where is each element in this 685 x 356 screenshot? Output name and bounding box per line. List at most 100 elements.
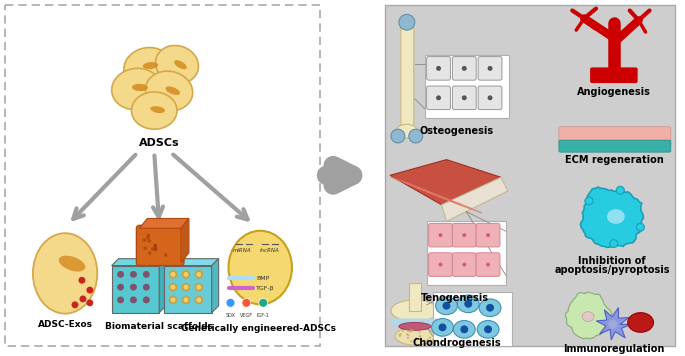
- Polygon shape: [139, 219, 189, 228]
- Ellipse shape: [460, 325, 469, 333]
- FancyBboxPatch shape: [429, 253, 452, 276]
- FancyBboxPatch shape: [401, 21, 414, 133]
- Ellipse shape: [171, 285, 175, 289]
- Ellipse shape: [409, 129, 423, 143]
- Ellipse shape: [582, 312, 594, 321]
- Ellipse shape: [636, 223, 645, 231]
- Ellipse shape: [401, 330, 404, 332]
- Text: TGF-β: TGF-β: [256, 286, 275, 290]
- Ellipse shape: [608, 320, 617, 329]
- Ellipse shape: [86, 299, 93, 306]
- FancyBboxPatch shape: [559, 127, 671, 145]
- Polygon shape: [442, 177, 508, 221]
- Ellipse shape: [486, 304, 494, 312]
- Ellipse shape: [429, 336, 431, 339]
- Polygon shape: [597, 308, 631, 340]
- Ellipse shape: [438, 263, 443, 267]
- Ellipse shape: [130, 271, 137, 278]
- Ellipse shape: [436, 95, 441, 100]
- Ellipse shape: [443, 302, 451, 310]
- Ellipse shape: [419, 335, 421, 337]
- Ellipse shape: [415, 338, 417, 340]
- Ellipse shape: [166, 87, 180, 95]
- Ellipse shape: [153, 244, 158, 247]
- Text: Osteogenesis: Osteogenesis: [419, 126, 493, 136]
- FancyBboxPatch shape: [476, 253, 500, 276]
- Ellipse shape: [407, 334, 410, 336]
- Ellipse shape: [486, 263, 490, 267]
- Polygon shape: [565, 292, 613, 339]
- Ellipse shape: [153, 248, 158, 251]
- FancyBboxPatch shape: [427, 221, 506, 285]
- Polygon shape: [164, 266, 212, 313]
- Ellipse shape: [143, 284, 150, 290]
- Text: Immunoregulation: Immunoregulation: [563, 344, 664, 354]
- Text: Chondrogenesis: Chondrogenesis: [412, 338, 501, 348]
- Ellipse shape: [607, 209, 625, 224]
- Text: Biomaterial scaffolds: Biomaterial scaffolds: [105, 323, 213, 331]
- Ellipse shape: [462, 66, 466, 71]
- Polygon shape: [112, 259, 166, 266]
- FancyBboxPatch shape: [452, 86, 476, 110]
- Ellipse shape: [197, 285, 201, 289]
- Ellipse shape: [477, 320, 499, 338]
- Ellipse shape: [458, 295, 479, 313]
- Ellipse shape: [486, 233, 490, 237]
- Ellipse shape: [182, 283, 190, 292]
- Ellipse shape: [391, 300, 438, 321]
- Ellipse shape: [229, 231, 292, 304]
- Polygon shape: [112, 266, 159, 313]
- Ellipse shape: [132, 84, 148, 91]
- Polygon shape: [212, 259, 219, 313]
- Ellipse shape: [484, 325, 492, 333]
- Ellipse shape: [399, 323, 431, 330]
- FancyBboxPatch shape: [590, 67, 638, 83]
- Ellipse shape: [396, 124, 418, 138]
- Ellipse shape: [142, 62, 158, 69]
- Ellipse shape: [242, 298, 251, 307]
- Ellipse shape: [117, 297, 124, 303]
- Text: ECM regeneration: ECM regeneration: [566, 155, 664, 165]
- Ellipse shape: [147, 234, 150, 237]
- Polygon shape: [390, 159, 501, 205]
- Ellipse shape: [182, 295, 190, 304]
- Ellipse shape: [395, 328, 434, 345]
- Ellipse shape: [426, 340, 428, 342]
- Ellipse shape: [145, 71, 192, 111]
- Ellipse shape: [130, 284, 137, 290]
- Ellipse shape: [419, 335, 421, 337]
- Ellipse shape: [117, 271, 124, 278]
- Ellipse shape: [412, 330, 414, 331]
- FancyBboxPatch shape: [478, 57, 502, 80]
- Text: BMP: BMP: [256, 276, 269, 281]
- Text: lncRNA: lncRNA: [260, 248, 280, 253]
- Ellipse shape: [169, 283, 177, 292]
- Ellipse shape: [419, 331, 421, 333]
- Ellipse shape: [436, 66, 441, 71]
- Ellipse shape: [154, 247, 158, 250]
- Ellipse shape: [197, 272, 201, 277]
- Ellipse shape: [462, 263, 466, 267]
- Ellipse shape: [226, 298, 235, 307]
- Ellipse shape: [142, 238, 146, 242]
- Text: Angiogenesis: Angiogenesis: [577, 87, 651, 97]
- Text: SOX: SOX: [225, 313, 236, 318]
- Text: apoptosis/pyroptosis: apoptosis/pyroptosis: [554, 265, 670, 274]
- FancyBboxPatch shape: [427, 57, 451, 80]
- Ellipse shape: [391, 129, 405, 143]
- Ellipse shape: [415, 337, 418, 339]
- Ellipse shape: [407, 337, 409, 339]
- Ellipse shape: [143, 297, 150, 303]
- Ellipse shape: [132, 92, 177, 129]
- Ellipse shape: [195, 270, 203, 279]
- FancyBboxPatch shape: [136, 225, 184, 266]
- Ellipse shape: [143, 247, 147, 250]
- Ellipse shape: [195, 295, 203, 304]
- Ellipse shape: [184, 272, 188, 277]
- Ellipse shape: [585, 197, 593, 205]
- Ellipse shape: [453, 320, 475, 338]
- Ellipse shape: [432, 319, 453, 336]
- Ellipse shape: [112, 68, 161, 110]
- Ellipse shape: [409, 330, 412, 333]
- FancyBboxPatch shape: [452, 57, 476, 80]
